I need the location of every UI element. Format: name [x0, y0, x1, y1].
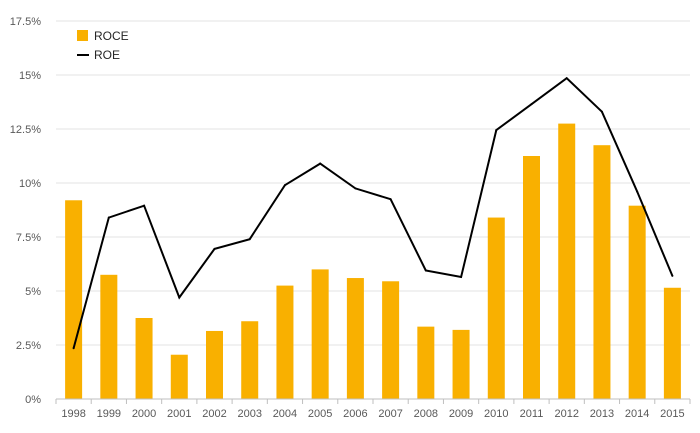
x-tick-label: 2000: [132, 408, 156, 420]
roce-bar: [241, 321, 259, 399]
roce-bar: [382, 281, 400, 399]
legend: ROCE ROE: [77, 29, 129, 62]
roe-line-layer: [72, 76, 674, 350]
x-tick-label: 2007: [378, 408, 402, 420]
roe-point: [460, 275, 463, 278]
roe-point: [565, 77, 568, 80]
x-tick-label: 1998: [61, 408, 85, 420]
roe-point: [636, 190, 639, 193]
x-tick-label: 2002: [202, 408, 226, 420]
x-tick-label: 2015: [660, 408, 684, 420]
roe-point: [424, 269, 427, 272]
roe-point: [354, 187, 357, 190]
roce-bar: [452, 329, 470, 399]
roce-bar: [417, 326, 435, 399]
roe-point: [495, 129, 498, 132]
roce-bar: [65, 200, 83, 399]
legend-label-roce: ROCE: [94, 29, 129, 43]
roce-bar: [346, 278, 364, 399]
roce-bar: [593, 145, 611, 399]
roce-bar: [523, 156, 540, 399]
x-tick-label: 2004: [273, 408, 297, 420]
roe-point: [283, 184, 286, 187]
roe-point: [389, 198, 392, 201]
roce-bar: [100, 274, 118, 399]
y-tick-label: 15%: [19, 70, 41, 82]
x-tick-label: 2006: [343, 408, 367, 420]
gridlines: [56, 20, 690, 346]
roe-point: [178, 296, 181, 299]
roce-bar: [170, 354, 188, 399]
roce-bar: [311, 269, 329, 399]
x-tick-label: 1999: [97, 408, 121, 420]
roce-bar: [135, 318, 153, 399]
roe-point: [600, 110, 603, 113]
roce-bar: [628, 205, 646, 399]
roe-point: [213, 247, 216, 250]
roe-point: [671, 274, 674, 277]
x-tick-label: 2001: [167, 408, 191, 420]
y-tick-label: 10%: [19, 178, 41, 190]
roe-point: [143, 204, 146, 207]
x-tick-label: 2011: [520, 408, 544, 420]
x-tick-label: 2008: [414, 408, 438, 420]
roce-bar: [276, 285, 294, 399]
x-tick-label: 2014: [625, 408, 649, 420]
roe-point: [530, 103, 533, 106]
roce-bar: [487, 217, 505, 399]
roce-bars: [65, 123, 681, 399]
legend-label-roe: ROE: [94, 48, 120, 62]
x-axis-ticks: 1998 1999 2000 2001 2002 2003 2004 2005 2006 2007…: [55, 399, 691, 420]
y-tick-label: 12.5%: [10, 124, 41, 136]
x-tick-label: 2010: [484, 408, 508, 420]
y-tick-label: 0%: [25, 394, 41, 406]
y-tick-label: 17.5%: [10, 16, 41, 28]
x-tick-label: 2003: [237, 408, 261, 420]
roce-bar: [663, 287, 681, 399]
x-tick-label: 2013: [590, 408, 614, 420]
y-tick-label: 7.5%: [16, 232, 41, 244]
roe-point: [72, 347, 75, 350]
legend-swatch-roce: [77, 30, 88, 41]
roe-point: [107, 216, 110, 219]
x-tick-label: 2005: [308, 408, 332, 420]
y-tick-label: 5%: [25, 286, 41, 298]
y-tick-label: 2.5%: [16, 340, 41, 352]
roce-bar: [558, 123, 576, 399]
roce-bar: [206, 330, 223, 399]
roe-point: [319, 162, 322, 165]
x-tick-label: 2012: [554, 408, 578, 420]
x-tick-label: 2009: [449, 408, 473, 420]
roe-line: [72, 76, 674, 349]
y-axis-ticks: 0% 2.5% 5% 7.5% 10% 12.5% 15% 17.5%: [10, 16, 41, 406]
roe-point: [248, 238, 251, 241]
